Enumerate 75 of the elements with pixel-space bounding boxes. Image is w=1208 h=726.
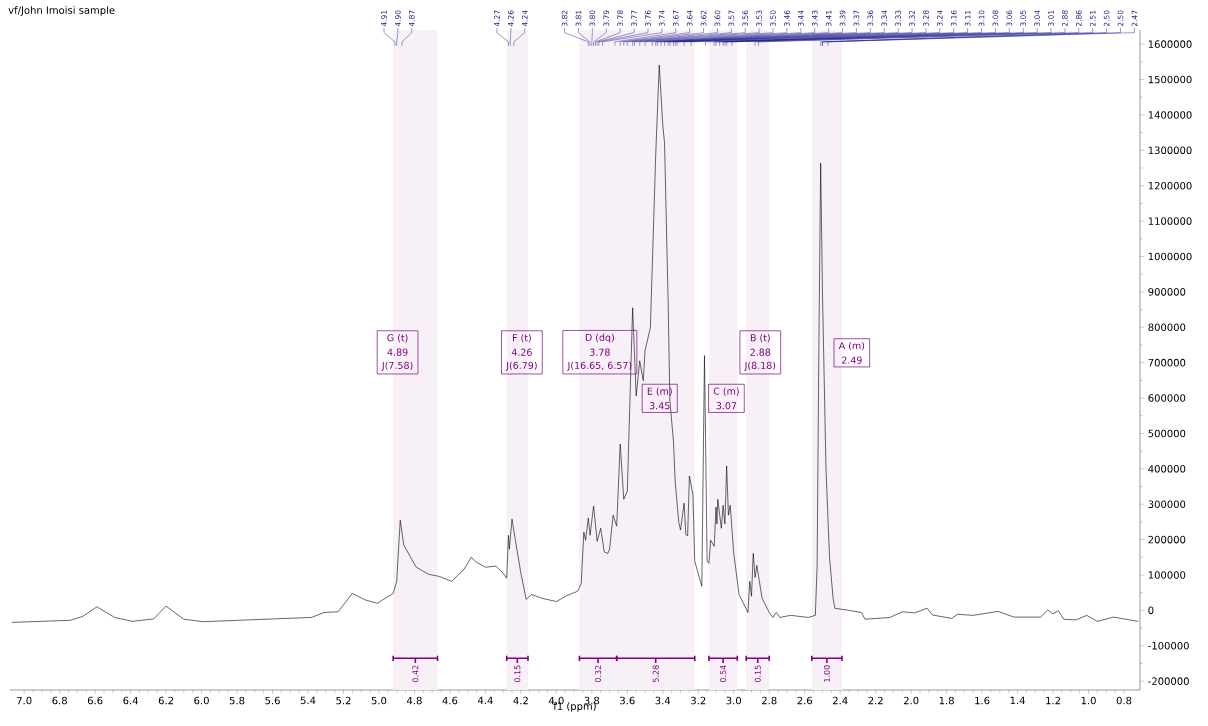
x-tick-label: 1.8 [939,696,954,705]
annotation: 4.26 [511,348,532,356]
y-tick-label: 900000 [1148,288,1186,296]
x-tick-label: 5.2 [336,696,351,705]
y-tick-label: 300000 [1148,500,1186,508]
y-tick-label: 1300000 [1148,146,1192,155]
annotation: B (t) [750,333,770,343]
x-tick-label: 5.0 [371,696,387,705]
y-tick-label: 600000 [1148,394,1186,402]
y-tick-label: 200000 [1148,535,1186,544]
annotation: C (m) [713,387,739,396]
y-tick-label: 1500000 [1148,75,1192,84]
x-tick-label: 1.4 [1010,696,1025,705]
x-tick-label: 2.8 [762,696,777,705]
y-tick-label: 800000 [1148,323,1186,332]
annotation: D (dq) [585,333,614,343]
annotation: 4.89 [387,348,408,356]
y-tick-label: 1400000 [1148,111,1192,119]
chart-title: vf/John Imoisi sample [8,6,115,16]
band-label: 0.54 [720,665,727,683]
y-tick-label: 0 [1148,606,1154,615]
x-tick-label: 6.2 [158,696,174,705]
y-tick-label: 1100000 [1148,217,1192,225]
x-tick-label: 4.6 [442,696,458,705]
x-tick-label: 3.6 [620,696,635,705]
annotation: 3.78 [589,348,610,356]
annotation: J(7.58) [381,361,413,371]
band-label: 5.28 [652,665,659,682]
x-tick-label: 5.6 [265,696,280,705]
y-tick-label: 500000 [1148,429,1186,438]
x-tick-label: 4.8 [406,696,422,705]
y-tick-label: 400000 [1148,465,1186,473]
y-tick-label: 1600000 [1148,40,1192,48]
x-tick-label: 1.2 [1046,696,1060,705]
band-label: 0.15 [754,665,761,683]
y-tick-label: -100000 [1148,641,1189,650]
x-tick-label: 1.0 [1081,696,1096,705]
y-tick-label: 100000 [1148,571,1186,579]
x-tick-label: 2.4 [832,696,848,705]
x-tick-label: 5.8 [229,696,245,705]
annotation: 3.45 [649,402,670,410]
x-tick-label: 3.2 [691,696,706,705]
annotation: G (t) [387,333,408,343]
annotation: F (t) [513,333,531,343]
y-tick-label: 1000000 [1148,252,1192,261]
annotation: 2.49 [841,356,862,364]
annotation: J(8.18) [744,361,776,371]
band-label: 0.32 [595,665,602,683]
x-tick-label: 2.2 [868,696,883,705]
y-tick-label: 700000 [1148,358,1186,367]
band-label: 0.15 [514,665,521,683]
annotation: J(16.65, 6.57) [567,361,632,371]
x-tick-label: 1.6 [975,696,990,705]
x-tick-label: 7.0 [17,696,32,705]
x-tick-label: 2.0 [903,696,919,705]
x-tick-label: 3.0 [726,696,742,705]
annotation: 2.88 [750,348,771,356]
annotation: E (m) [647,387,672,396]
y-tick-label: -200000 [1148,677,1189,685]
x-tick-label: 6.8 [52,696,67,705]
x-tick-label: 6.6 [87,696,103,705]
x-tick-label: 2.6 [797,696,813,705]
annotation: A (m) [838,341,865,351]
x-tick-label: 6.4 [123,696,138,705]
y-tick-label: 1200000 [1148,181,1192,190]
annotation: J(6.79) [505,361,537,371]
x-tick-label: 4.2 [513,696,528,705]
band-label: 1.00 [823,665,830,682]
x-tick-label: 4.4 [477,696,493,705]
x-tick-label: 5.4 [300,696,316,705]
x-tick-label: 3.4 [655,696,671,705]
x-tick-label: 0.8 [1116,696,1132,705]
x-tick-label: 6.0 [194,696,209,705]
band-label: 0.42 [412,665,419,683]
annotation: 3.07 [716,402,737,410]
